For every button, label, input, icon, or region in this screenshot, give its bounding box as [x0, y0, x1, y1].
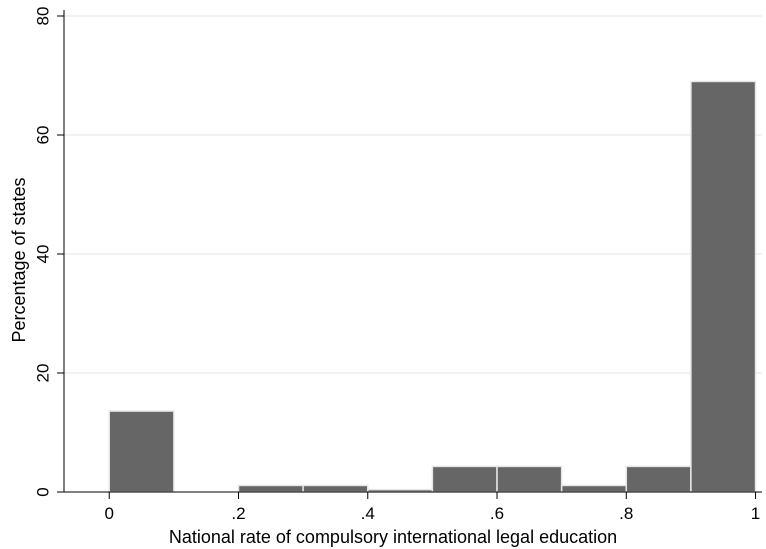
histogram-bar-5	[431, 465, 498, 493]
grid-lines	[64, 15, 762, 374]
y-axis-title: Percentage of states	[9, 177, 29, 342]
histogram-bar-6	[496, 465, 563, 493]
x-tick-label-4: .8	[619, 504, 633, 523]
x-tick-label-3: .6	[490, 504, 504, 523]
y-tick-label-0: 0	[33, 487, 52, 496]
y-ticks: 0 20 40 60 80	[33, 7, 64, 497]
histogram-bar-7	[560, 484, 628, 493]
x-ticks: 0 .2 .4 .6 .8 1	[105, 492, 760, 523]
bars	[108, 80, 757, 493]
axes	[63, 10, 762, 493]
y-tick-label-4: 80	[33, 7, 52, 26]
y-tick-label-1: 20	[33, 364, 52, 383]
y-tick-label-3: 60	[33, 126, 52, 145]
x-tick-label-5: 1	[751, 504, 760, 523]
histogram-bar-3	[302, 484, 369, 493]
x-tick-label-0: 0	[105, 504, 114, 523]
histogram-bar-9	[690, 80, 757, 493]
histogram-bar-8	[625, 465, 692, 493]
x-tick-label-1: .2	[231, 504, 245, 523]
x-tick-label-2: .4	[361, 504, 375, 523]
x-axis-title: National rate of compulsory internationa…	[169, 527, 617, 547]
histogram-bar-2	[237, 484, 304, 493]
y-tick-label-2: 40	[33, 245, 52, 264]
histogram-bar-0	[108, 410, 175, 493]
